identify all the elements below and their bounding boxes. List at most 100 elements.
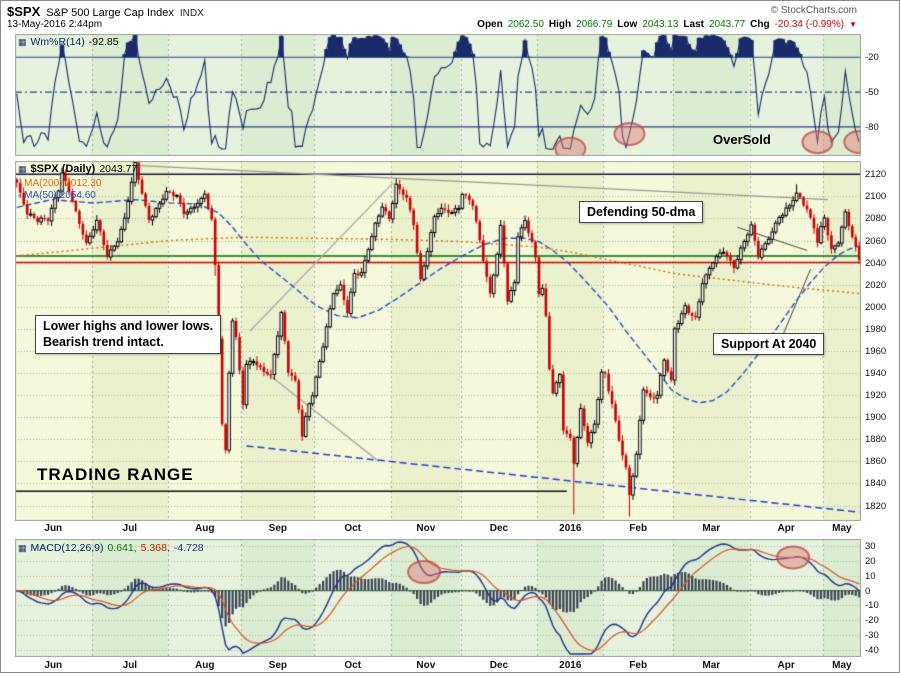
support-2040-annotation: Support At 2040 [713,333,825,356]
x-axis-month-label: Nov [416,523,436,534]
y-axis-label: -40 [865,644,879,656]
x-axis-month-label: Jun [44,523,63,534]
y-axis-label: 2040 [865,257,887,269]
y-axis-label: 2120 [865,169,887,181]
x-axis-month-label: Jun [44,660,63,671]
price-label: $SPX (Daily) [30,163,96,175]
y-axis-label: -20 [865,615,879,627]
x-axis-month-label: Jul [122,660,138,671]
y-axis-label: 1920 [865,390,887,402]
x-axis-month-label: Nov [416,660,436,671]
indicator-icon: ▦ [18,37,27,47]
x-axis-month-label: Feb [629,660,648,671]
y-axis-label: 30 [865,541,876,553]
x-axis-month-label: Oct [344,660,362,671]
macd-label: MACD(12,26,9) [30,542,104,554]
y-axis-label: 2000 [865,301,887,313]
macd-label-row: ▦ MACD(12,26,9) 0.641, 5.368, -4.728 [18,542,204,554]
y-axis-label: 1960 [865,345,887,357]
symbol: $SPX [7,4,41,19]
defending-50dma-annotation: Defending 50-dma [579,201,704,224]
wpr-canvas [15,34,861,156]
x-axis-month-label: Sep [268,523,288,534]
chart-header: $SPX S&P 500 Large Cap Index INDX [7,4,204,19]
y-axis-label: 1880 [865,434,887,446]
y-axis-label: 1860 [865,456,887,468]
y-axis-label: 1900 [865,412,887,424]
wpr-value: -92.85 [88,36,119,48]
y-axis-label: 1820 [865,500,887,512]
chg-label: Chg [750,19,770,30]
x-axis-month-label: Oct [344,523,362,534]
trading-range-annotation: TRADING RANGE [37,465,194,484]
x-axis-month-label: Feb [629,523,648,534]
quote-row: Open 2062.50 High 2066.79 Low 2043.13 La… [477,19,857,30]
y-axis-label: 2100 [865,191,887,203]
macd-value-3: -4.728 [173,542,204,554]
x-axis-month-label: 2016 [559,660,582,671]
indicator-icon: ▦ [18,164,27,174]
y-axis-label: 1940 [865,368,887,380]
y-axis-label: 1840 [865,478,887,490]
ma200-label: MA(200) 2012.30 [24,178,102,189]
last-label: Last [683,19,704,30]
y-axis-label: 2060 [865,235,887,247]
x-axis-month-label: 2016 [559,523,582,534]
oversold-annotation: OverSold [713,132,771,147]
x-axis-month-label: May [832,523,852,534]
macd-canvas [15,539,861,657]
wpr-label: Wm%R(14) [30,36,85,48]
x-axis-month-label: Apr [777,523,795,534]
symbol-name: S&P 500 Large Cap Index [46,7,174,19]
low-label: Low [617,19,638,30]
y-axis-label: -10 [865,600,879,612]
x-axis-month-label: Sep [268,660,288,671]
low-value: 2043.13 [642,19,679,30]
datetime: 13-May-2016 2:44pm [7,19,103,30]
down-arrow-icon: ▼ [849,20,857,29]
x-axis-month-label: Mar [702,523,721,534]
chg-value: -20.34 (-0.99%) [774,19,845,30]
month-row-bottom: Jun Jul Aug Sep Oct Nov Dec 2016 Feb Mar Apr May [15,659,861,672]
last-value: 2043.77 [708,19,746,30]
x-axis-month-label: May [832,660,852,671]
x-axis-month-label: Dec [489,523,509,534]
exchange: INDX [179,8,204,19]
x-axis-month-label: Dec [489,660,509,671]
copyright: © StockCharts.com [770,5,857,16]
macd-value-2: 5.368, [140,542,170,554]
x-axis-month-label: Apr [777,660,795,671]
bearish-trend-annotation: Lower highs and lower lows. Bearish tren… [35,315,222,354]
y-axis-label: 0 [865,585,871,597]
high-value: 2066.79 [576,19,613,30]
open-value: 2062.50 [507,19,544,30]
high-label: High [548,19,572,30]
ma200-legend: - MA(200) 2012.30 [18,178,101,189]
y-axis-label: -80 [865,121,879,133]
ma200-swatch-icon: - [18,178,22,189]
indicator-icon: ▦ [18,543,27,553]
y-axis-label: -50 [865,87,879,99]
ma50-swatch-icon: - [18,190,22,201]
trend-annotation-line2: Bearish trend intact. [43,335,164,350]
x-axis-month-label: Aug [195,523,215,534]
x-axis-month-label: Aug [195,660,215,671]
x-axis-month-label: Jul [122,523,138,534]
wpr-label-row: ▦ Wm%R(14) -92.85 [18,36,119,48]
y-axis-label: -30 [865,629,879,641]
macd-value-1: 0.641, [107,542,137,554]
y-axis-label: 2080 [865,213,887,225]
trend-annotation-line1: Lower highs and lower lows. [43,319,214,333]
open-label: Open [477,19,503,30]
y-axis-label: 20 [865,556,876,568]
y-axis-label: -20 [865,52,879,64]
month-row-top: Jun Jul Aug Sep Oct Nov Dec 2016 Feb Mar Apr May [15,522,861,536]
y-axis-label: 10 [865,570,876,582]
y-axis-label: 1980 [865,323,887,335]
price-value: 2043.77 [99,163,138,175]
y-axis-label: 2020 [865,279,887,291]
x-axis-month-label: Mar [702,660,721,671]
ma50-label: MA(50) 2054.60 [24,190,96,201]
price-label-row: ▦ $SPX (Daily) 2043.77 [18,163,137,175]
